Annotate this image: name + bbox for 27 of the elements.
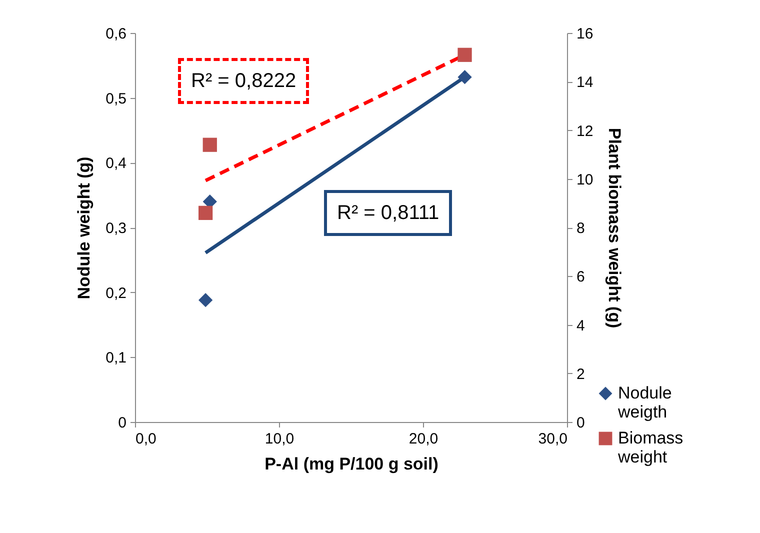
x-tick-label: 0,0	[136, 430, 156, 448]
y-tick-label: 0,6	[106, 26, 126, 42]
text-box: R² = 0,8222	[178, 58, 310, 104]
y2-tick-label: 2	[576, 366, 585, 383]
y2-tick-label: 6	[576, 268, 585, 286]
x-tick-label: 20,0	[408, 430, 438, 448]
y2-tick-label: 0	[576, 414, 585, 432]
y-tick-label: 0,3	[106, 220, 126, 237]
y-tick-label: 0,2	[106, 284, 126, 302]
y2-tick-label: 10	[576, 171, 594, 188]
legend-label: Nodule weigth	[617, 384, 672, 422]
y2-tick-label: 4	[576, 317, 585, 334]
y2-tick-label: 12	[576, 122, 594, 140]
y2-tick-label: 16	[576, 26, 594, 42]
y-tick-label: 0	[118, 414, 126, 432]
x-tick-label: 30,0	[538, 430, 568, 448]
y2-tick-label: 8	[576, 220, 585, 237]
y2-tick-label: 14	[576, 74, 594, 92]
x-axis-title: P-Al (mg P/100 g soil)	[264, 454, 438, 474]
y-tick-label: 0,1	[106, 350, 126, 367]
y-axis-title: Nodule weight (g)	[74, 156, 94, 300]
text-box: R² = 0,8111	[324, 190, 452, 236]
y-tick-label: 0,5	[106, 90, 126, 108]
legend-label: Biomass weight	[617, 428, 684, 466]
y2-axis-title: Plant biomass weight (g)	[605, 128, 624, 328]
x-tick-label: 10,0	[264, 430, 294, 448]
y-tick-label: 0,4	[106, 155, 126, 172]
